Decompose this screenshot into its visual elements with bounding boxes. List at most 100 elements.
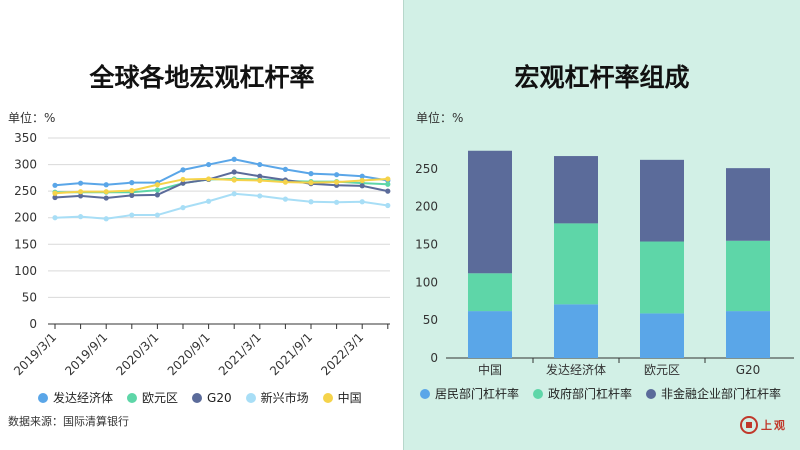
logo-mark-icon — [740, 416, 758, 434]
data-point — [206, 198, 212, 204]
data-point — [359, 177, 365, 184]
y-tick-label: 300 — [14, 158, 37, 172]
right-unit-label: 单位：% — [416, 111, 464, 125]
data-point — [231, 156, 237, 162]
stacked-bar-segment — [726, 311, 770, 358]
data-point — [359, 183, 365, 189]
data-point — [206, 176, 212, 182]
legend-label-euro: 欧元区 — [142, 391, 179, 405]
data-point — [103, 182, 109, 188]
right-panel: 宏观杠杆率组成 单位：% 0 50 100 150 200 250 中国 发达经济体 欧元区 G2… — [404, 0, 800, 450]
data-point — [78, 180, 84, 186]
data-point — [231, 191, 237, 197]
data-point — [129, 192, 135, 198]
series-line — [54, 158, 388, 187]
legend-label-china: 中国 — [337, 391, 362, 405]
data-point — [359, 199, 365, 205]
legend-dot-euro — [127, 392, 138, 403]
x-tick-label: 2019/3/1 — [11, 330, 59, 378]
left-panel: 全球各地宏观杠杆率 单位：% 0 50 100 150 200 250 300 350 2019… — [8, 63, 391, 428]
series-line — [54, 192, 388, 220]
data-point — [180, 180, 186, 186]
data-point — [385, 188, 391, 194]
data-point — [103, 189, 109, 195]
data-point — [78, 214, 84, 220]
legend-item-government: 政府部门杠杆率 — [533, 385, 632, 402]
data-point — [52, 194, 58, 201]
right-chart-title: 宏观杠杆率组成 — [514, 63, 690, 92]
legend-dot-nonfinancial — [646, 388, 657, 399]
y-tick-label: 250 — [14, 184, 37, 198]
y-tick-label: 100 — [415, 275, 438, 289]
right-legend: 居民部门杠杆率 政府部门杠杆率 非金融企业部门杠杆率 — [420, 385, 795, 402]
data-point — [52, 190, 58, 196]
data-point — [103, 195, 109, 201]
x-tick-label: 2022/3/1 — [318, 330, 366, 378]
legend-item-nonfinancial: 非金融企业部门杠杆率 — [646, 385, 781, 402]
logo-text: 上观 — [761, 419, 787, 432]
data-point — [334, 199, 340, 205]
stacked-bar-segment — [640, 159, 684, 242]
data-point — [334, 172, 340, 178]
series-line — [54, 170, 389, 200]
stacked-bar-segment — [726, 240, 770, 312]
data-point — [385, 176, 391, 182]
legend-item-g20: G20 — [192, 391, 232, 405]
legend-item-em: 新兴市场 — [245, 389, 309, 406]
x-tick-label: 2019/9/1 — [62, 330, 110, 378]
legend-item-euro: 欧元区 — [127, 389, 178, 406]
data-point — [257, 173, 263, 179]
legend-dot-dev — [38, 392, 48, 403]
x-tick-label: 2021/3/1 — [216, 330, 264, 378]
legend-label-em: 新兴市场 — [260, 391, 309, 405]
legend-dot-household — [420, 388, 430, 399]
legend-item-household: 居民部门杠杆率 — [420, 385, 519, 402]
stacked-bar-segment — [554, 223, 598, 305]
data-point — [129, 180, 135, 186]
legend-label-household: 居民部门杠杆率 — [435, 387, 520, 401]
data-point — [334, 179, 340, 185]
data-point — [231, 177, 237, 183]
y-tick-label: 350 — [14, 131, 37, 145]
data-point — [282, 179, 288, 185]
data-point — [206, 161, 212, 168]
data-point — [52, 182, 58, 188]
data-point — [154, 182, 160, 188]
data-point — [129, 212, 135, 218]
legend-label-government: 政府部门杠杆率 — [548, 387, 633, 401]
data-point — [308, 180, 314, 186]
data-point — [282, 166, 288, 172]
left-chart-title: 全球各地宏观杠杆率 — [89, 63, 315, 92]
y-tick-label: 200 — [14, 211, 37, 225]
data-point — [103, 216, 109, 222]
logo: 上观 — [740, 416, 787, 434]
legend-label-nonfinancial: 非金融企业部门杠杆率 — [661, 387, 782, 401]
data-point — [257, 161, 263, 168]
data-point — [359, 173, 365, 179]
legend-dot-government — [533, 388, 544, 399]
y-tick-label: 50 — [423, 313, 438, 327]
left-unit-label: 单位：% — [8, 111, 56, 125]
legend-dot-china — [322, 392, 333, 403]
x-category-label: 发达经济体 — [546, 362, 606, 377]
panel-divider — [403, 0, 404, 450]
leverage-composition-bar-chart: 0 50 100 150 200 250 中国 发达经济体 欧元区 G20 — [415, 150, 794, 377]
data-point — [308, 199, 314, 205]
x-category-label: 中国 — [478, 362, 502, 377]
data-point — [154, 192, 160, 198]
legend-dot-g20 — [192, 392, 203, 403]
x-category-label: 欧元区 — [644, 363, 680, 377]
data-point — [308, 171, 314, 177]
legend-dot-em — [245, 392, 256, 403]
y-tick-label: 150 — [14, 237, 37, 251]
stacked-bar-segment — [468, 311, 512, 358]
data-point — [257, 193, 263, 199]
stacked-bar-segment — [554, 304, 598, 358]
y-tick-label: 200 — [415, 200, 438, 214]
data-point — [180, 167, 186, 173]
legend-item-dev: 发达经济体 — [38, 389, 113, 406]
stacked-bar-segment — [640, 241, 684, 314]
legend-label-g20: G20 — [207, 390, 232, 405]
data-point — [78, 189, 84, 195]
